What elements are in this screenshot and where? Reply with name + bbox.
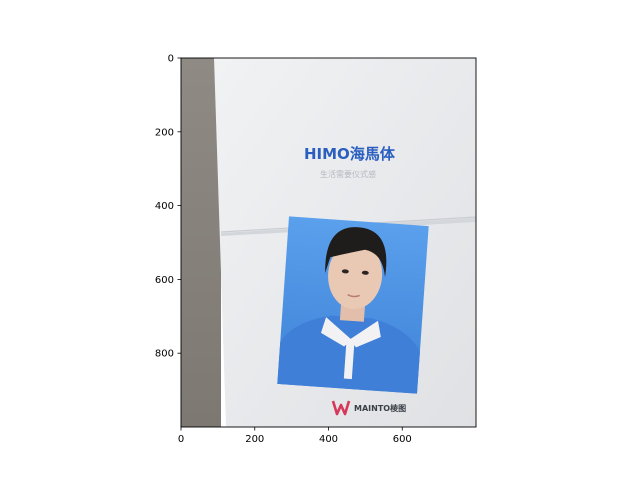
shirt-collar <box>320 317 381 348</box>
x-tick-label: 0 <box>178 434 184 445</box>
y-tick-label: 400 <box>155 201 174 212</box>
eye-left <box>341 269 349 274</box>
y-tick-label: 200 <box>155 127 174 138</box>
mouth <box>347 293 360 298</box>
y-axis: 0 200 400 600 800 <box>155 54 181 360</box>
y-tick-label: 800 <box>155 349 174 360</box>
brand-subtitle: 生活需要仪式感 <box>320 169 376 179</box>
x-tick-label: 600 <box>393 434 412 445</box>
y-tick-label: 600 <box>155 275 174 286</box>
x-tick-label: 400 <box>319 434 338 445</box>
eye-right <box>361 270 369 275</box>
face <box>328 241 383 310</box>
x-tick-label: 200 <box>245 434 264 445</box>
desk-surface <box>181 58 221 427</box>
x-axis: 0 200 400 600 <box>178 427 412 445</box>
id-photo <box>277 216 429 394</box>
placket <box>343 340 355 380</box>
mainto-logo: MAINTO棱图 <box>331 400 406 416</box>
brand-title: HIMO海馬体 <box>304 145 396 163</box>
mainto-logo-icon <box>331 400 351 416</box>
photo-image: HIMO海馬体 生活需要仪式感 MAINTO棱图 <box>181 58 476 427</box>
hair <box>325 227 387 278</box>
y-tick-label: 0 <box>168 54 174 65</box>
mainto-wordmark: MAINTO棱图 <box>354 403 406 413</box>
